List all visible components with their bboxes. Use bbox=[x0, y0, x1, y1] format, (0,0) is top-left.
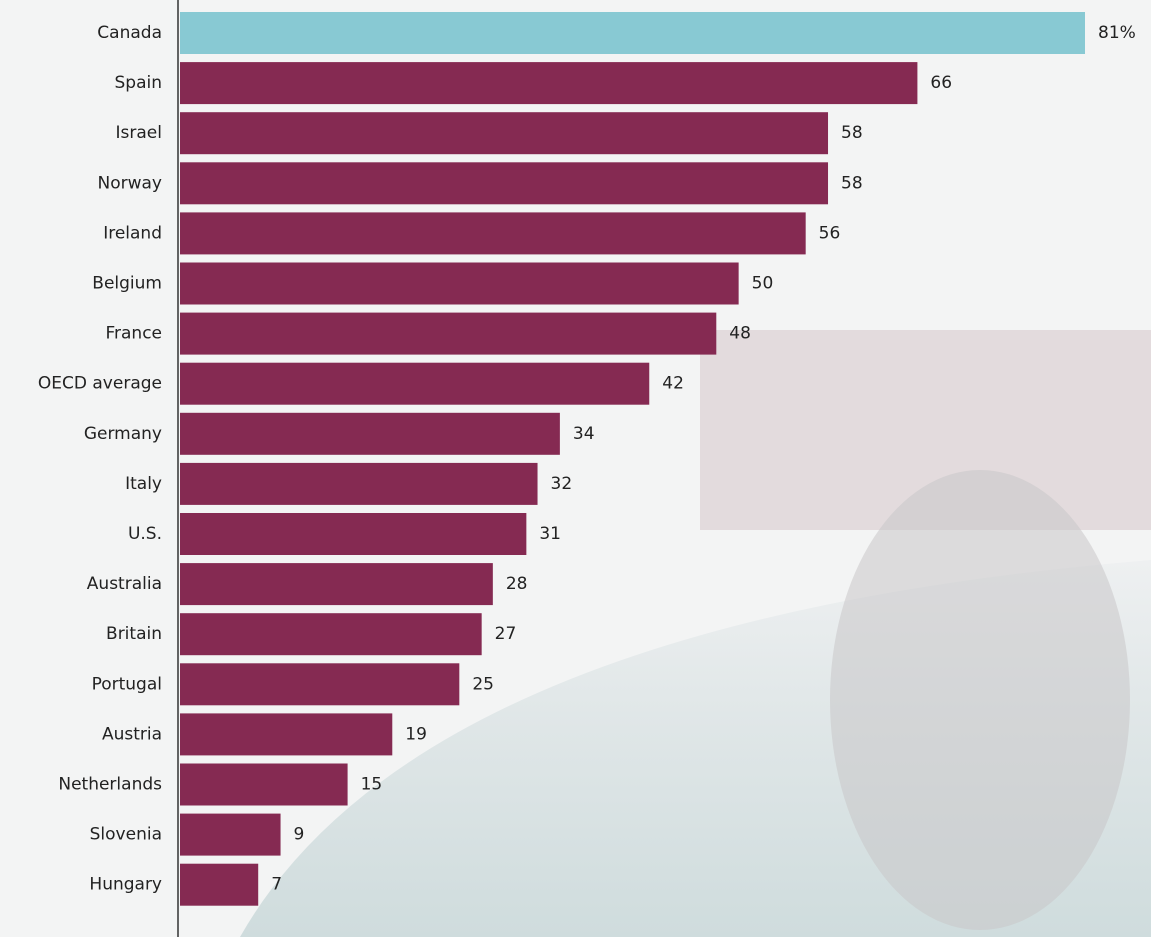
bar bbox=[180, 112, 829, 155]
value-label: 56 bbox=[819, 223, 841, 243]
bar bbox=[180, 312, 717, 355]
category-label: France bbox=[105, 324, 162, 344]
value-label: 9 bbox=[294, 825, 305, 845]
value-label: 81% bbox=[1098, 23, 1136, 43]
bar bbox=[180, 713, 393, 756]
value-label: 19 bbox=[405, 724, 427, 744]
value-label: 42 bbox=[662, 374, 684, 394]
category-label: Britain bbox=[106, 624, 162, 644]
category-label: Portugal bbox=[92, 674, 162, 694]
category-label: Netherlands bbox=[58, 775, 162, 795]
bar bbox=[180, 563, 493, 606]
category-label: Belgium bbox=[92, 274, 162, 294]
bar bbox=[180, 12, 1085, 54]
category-label: U.S. bbox=[128, 524, 162, 544]
value-label: 25 bbox=[472, 674, 494, 694]
category-label: Hungary bbox=[89, 875, 162, 895]
category-label: Austria bbox=[102, 724, 162, 744]
bar bbox=[180, 763, 348, 806]
value-label: 66 bbox=[930, 73, 952, 93]
category-label: Italy bbox=[125, 474, 162, 494]
bar bbox=[180, 62, 918, 105]
bar bbox=[180, 863, 259, 906]
bar bbox=[180, 412, 560, 455]
value-label: 7 bbox=[271, 875, 282, 895]
category-label: Australia bbox=[87, 574, 162, 594]
value-label: 32 bbox=[551, 474, 573, 494]
category-label: Norway bbox=[98, 173, 163, 193]
bar bbox=[180, 212, 806, 255]
bar bbox=[180, 813, 281, 856]
bar bbox=[180, 462, 538, 505]
value-label: 58 bbox=[841, 173, 863, 193]
photo-figure bbox=[830, 470, 1130, 930]
category-label: Canada bbox=[97, 23, 162, 43]
category-label: Spain bbox=[115, 73, 163, 93]
category-label: Ireland bbox=[103, 223, 162, 243]
category-label: Slovenia bbox=[90, 825, 162, 845]
value-label: 50 bbox=[752, 274, 774, 294]
bar bbox=[180, 613, 482, 656]
value-label: 27 bbox=[495, 624, 517, 644]
value-label: 58 bbox=[841, 123, 863, 143]
value-label: 28 bbox=[506, 574, 528, 594]
bar bbox=[180, 663, 460, 706]
category-label: OECD average bbox=[38, 374, 162, 394]
value-label: 48 bbox=[729, 324, 751, 344]
value-label: 34 bbox=[573, 424, 595, 444]
bar bbox=[180, 262, 739, 305]
bar bbox=[180, 362, 650, 405]
bar bbox=[180, 162, 829, 205]
category-label: Israel bbox=[116, 123, 162, 143]
category-label: Germany bbox=[84, 424, 162, 444]
value-label: 15 bbox=[361, 775, 383, 795]
bar bbox=[180, 513, 527, 555]
value-label: 31 bbox=[539, 524, 561, 544]
